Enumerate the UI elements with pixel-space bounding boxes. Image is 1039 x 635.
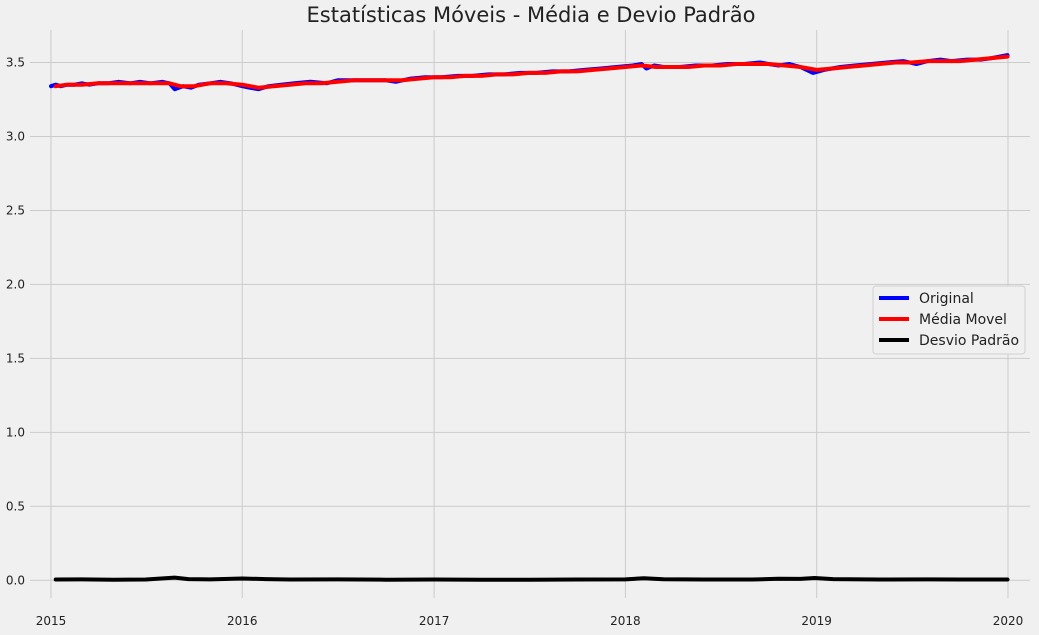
legend-label: Desvio Padrão: [919, 333, 1019, 349]
y-tick-label: 1.0: [6, 425, 25, 439]
x-tick-label: 2019: [801, 614, 832, 628]
tick-labels: 2015 2016 2017 2018 2019 2020 0.0 0.5 1.0 1.5 2.0 2…: [6, 56, 1023, 628]
series-layer: [49, 53, 1010, 582]
legend-label: Original: [919, 291, 974, 307]
y-tick-label: 3.0: [6, 130, 25, 144]
series-line-3: [53, 575, 1010, 582]
y-tick-label: 3.5: [6, 56, 25, 70]
y-tick-label: 2.0: [6, 277, 25, 291]
y-tick-label: 0.5: [6, 499, 25, 513]
plot-area: [30, 30, 1030, 598]
x-tick-label: 2018: [610, 614, 641, 628]
x-tick-label: 2016: [227, 614, 258, 628]
x-tick-label: 2017: [419, 614, 450, 628]
legend-box: [872, 285, 1026, 355]
x-tick-label: 2020: [993, 614, 1024, 628]
y-tick-label: 2.5: [6, 203, 25, 217]
grid: [30, 30, 1030, 598]
y-tick-label: 0.0: [6, 573, 25, 587]
chart-title: Estatísticas Móveis - Média e Devio Padr…: [307, 3, 756, 27]
legend: Original Média Movel Desvio Padrão: [872, 285, 1026, 355]
x-tick-label: 2015: [36, 614, 67, 628]
y-tick-label: 1.5: [6, 351, 25, 365]
legend-label: Média Movel: [919, 312, 1007, 328]
series-line-2: [53, 54, 1010, 90]
